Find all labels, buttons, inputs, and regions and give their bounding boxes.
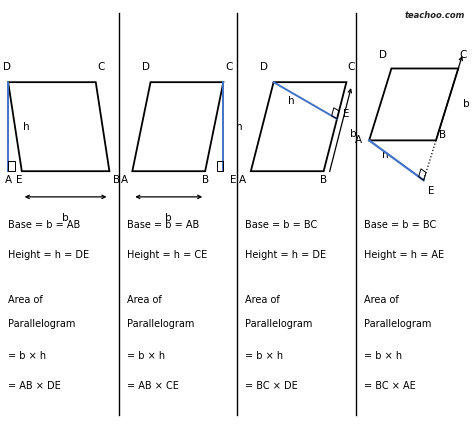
Text: E: E — [428, 185, 435, 196]
Text: D: D — [142, 62, 150, 72]
Text: Height = h = DE: Height = h = DE — [8, 250, 89, 260]
Text: Height = h = CE: Height = h = CE — [127, 250, 207, 260]
Text: C: C — [347, 62, 355, 72]
Text: D: D — [3, 62, 11, 72]
Text: = b × h: = b × h — [8, 351, 46, 361]
Text: C: C — [98, 62, 105, 72]
Text: b: b — [165, 213, 172, 223]
Text: B: B — [201, 175, 209, 184]
Text: Parallelogram: Parallelogram — [364, 319, 431, 329]
Text: Base = b = BC: Base = b = BC — [364, 220, 436, 230]
Text: Base = b = AB: Base = b = AB — [8, 220, 81, 230]
Text: h: h — [382, 150, 389, 160]
Text: b: b — [350, 129, 357, 139]
Text: = AB × CE: = AB × CE — [127, 381, 179, 391]
Text: Parallelogram: Parallelogram — [245, 319, 312, 329]
Text: A: A — [5, 175, 12, 184]
Text: = AB × DE: = AB × DE — [8, 381, 61, 391]
Text: = b × h: = b × h — [127, 351, 165, 361]
Text: Parallelogram: Parallelogram — [8, 319, 75, 329]
Text: h: h — [288, 95, 295, 106]
Text: Base = b = BC: Base = b = BC — [245, 220, 318, 230]
Text: A: A — [121, 175, 128, 184]
Text: Area of: Area of — [127, 295, 162, 305]
Text: Parallelogram: Parallelogram — [127, 319, 194, 329]
Text: h: h — [236, 122, 243, 132]
Text: E: E — [343, 109, 349, 119]
Text: B: B — [439, 130, 446, 140]
Text: Area of: Area of — [8, 295, 43, 305]
Text: A: A — [355, 135, 362, 146]
Text: Area of: Area of — [364, 295, 398, 305]
Text: E: E — [16, 175, 23, 184]
Text: b: b — [463, 99, 470, 109]
Text: h: h — [23, 122, 29, 132]
Text: b: b — [62, 213, 69, 223]
Text: D: D — [261, 62, 268, 72]
Text: C: C — [459, 50, 466, 60]
Text: Area of: Area of — [245, 295, 280, 305]
Text: E: E — [230, 175, 237, 184]
Text: Base = b = AB: Base = b = AB — [127, 220, 199, 230]
Text: = b × h: = b × h — [364, 351, 401, 361]
Text: A: A — [239, 175, 246, 184]
Text: C: C — [225, 62, 233, 72]
Text: Height = h = DE: Height = h = DE — [245, 250, 326, 260]
Text: teachoo.com: teachoo.com — [404, 11, 465, 20]
Text: Height = h = AE: Height = h = AE — [364, 250, 444, 260]
Text: = BC × DE: = BC × DE — [245, 381, 298, 391]
Text: = b × h: = b × h — [245, 351, 283, 361]
Text: = BC × AE: = BC × AE — [364, 381, 415, 391]
Text: B: B — [113, 175, 120, 184]
Text: B: B — [320, 175, 327, 184]
Text: D: D — [379, 50, 386, 60]
